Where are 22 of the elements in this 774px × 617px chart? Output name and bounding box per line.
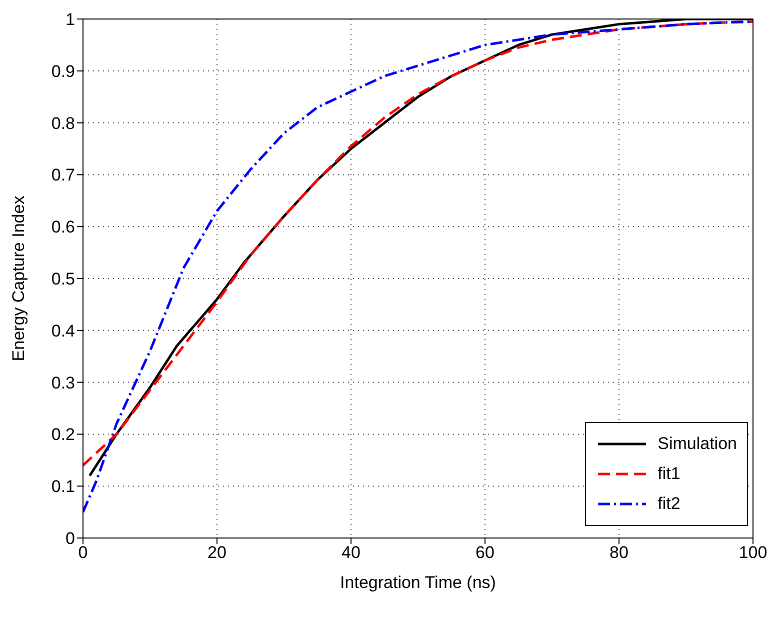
y-tick-label: 0.9 xyxy=(51,62,75,81)
y-tick-label: 1 xyxy=(66,10,75,30)
x-axis-title: Integration Time (ns) xyxy=(340,573,496,592)
x-tick-label: 100 xyxy=(738,543,768,562)
y-tick-label: 0.8 xyxy=(51,114,75,133)
x-tick-label: 0 xyxy=(78,543,88,562)
x-tick-label: 60 xyxy=(476,543,494,562)
y-tick-label: 0.3 xyxy=(51,373,75,392)
y-tick-label: 0 xyxy=(66,529,75,548)
y-tick-label: 0.7 xyxy=(51,166,75,185)
y-tick-label: 0.1 xyxy=(51,477,75,496)
legend-label: Simulation xyxy=(658,434,737,454)
y-tick-label: 0.5 xyxy=(51,270,75,289)
x-tick-label: 80 xyxy=(610,543,628,562)
y-tick-label: 0.4 xyxy=(51,321,75,340)
x-tick-label: 20 xyxy=(208,543,226,562)
legend-label: fit2 xyxy=(658,494,680,514)
legend-label: fit1 xyxy=(658,464,680,484)
x-tick-label: 40 xyxy=(342,543,360,562)
y-tick-label: 0.6 xyxy=(51,218,75,237)
y-axis-title: Energy Capture Index xyxy=(9,195,28,362)
y-tick-label: 0.2 xyxy=(51,425,75,444)
